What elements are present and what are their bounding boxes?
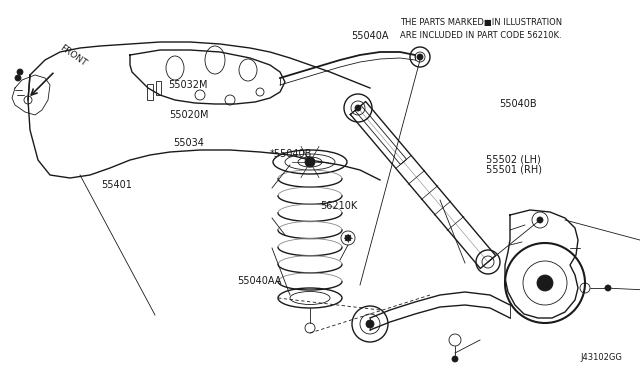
Text: FRONT: FRONT (58, 44, 88, 68)
Text: 55501 (RH): 55501 (RH) (486, 164, 543, 174)
Circle shape (417, 54, 423, 60)
Text: *55040B: *55040B (270, 150, 312, 159)
Circle shape (17, 69, 23, 75)
Text: ARE INCLUDED IN PART CODE 56210K.: ARE INCLUDED IN PART CODE 56210K. (400, 32, 562, 41)
Bar (156, 81, 161, 95)
Circle shape (452, 356, 458, 362)
Circle shape (305, 157, 315, 167)
Text: 55040AA: 55040AA (237, 276, 281, 286)
Circle shape (345, 235, 351, 241)
Circle shape (537, 217, 543, 223)
Text: 55034: 55034 (173, 138, 204, 148)
Circle shape (537, 275, 553, 291)
Bar (147, 84, 153, 100)
Text: 55401: 55401 (101, 180, 132, 190)
Circle shape (355, 105, 361, 111)
Text: THE PARTS MARKED■IN ILLUSTRATION: THE PARTS MARKED■IN ILLUSTRATION (400, 17, 562, 26)
Text: 56210K: 56210K (320, 202, 357, 211)
Text: 55040B: 55040B (499, 99, 537, 109)
Text: 55032M: 55032M (168, 80, 208, 90)
Text: 55040A: 55040A (351, 32, 388, 41)
Text: 55502 (LH): 55502 (LH) (486, 154, 541, 164)
Text: J43102GG: J43102GG (580, 353, 622, 362)
Text: 55020M: 55020M (170, 110, 209, 120)
Circle shape (605, 285, 611, 291)
Circle shape (15, 75, 21, 81)
Circle shape (366, 320, 374, 328)
